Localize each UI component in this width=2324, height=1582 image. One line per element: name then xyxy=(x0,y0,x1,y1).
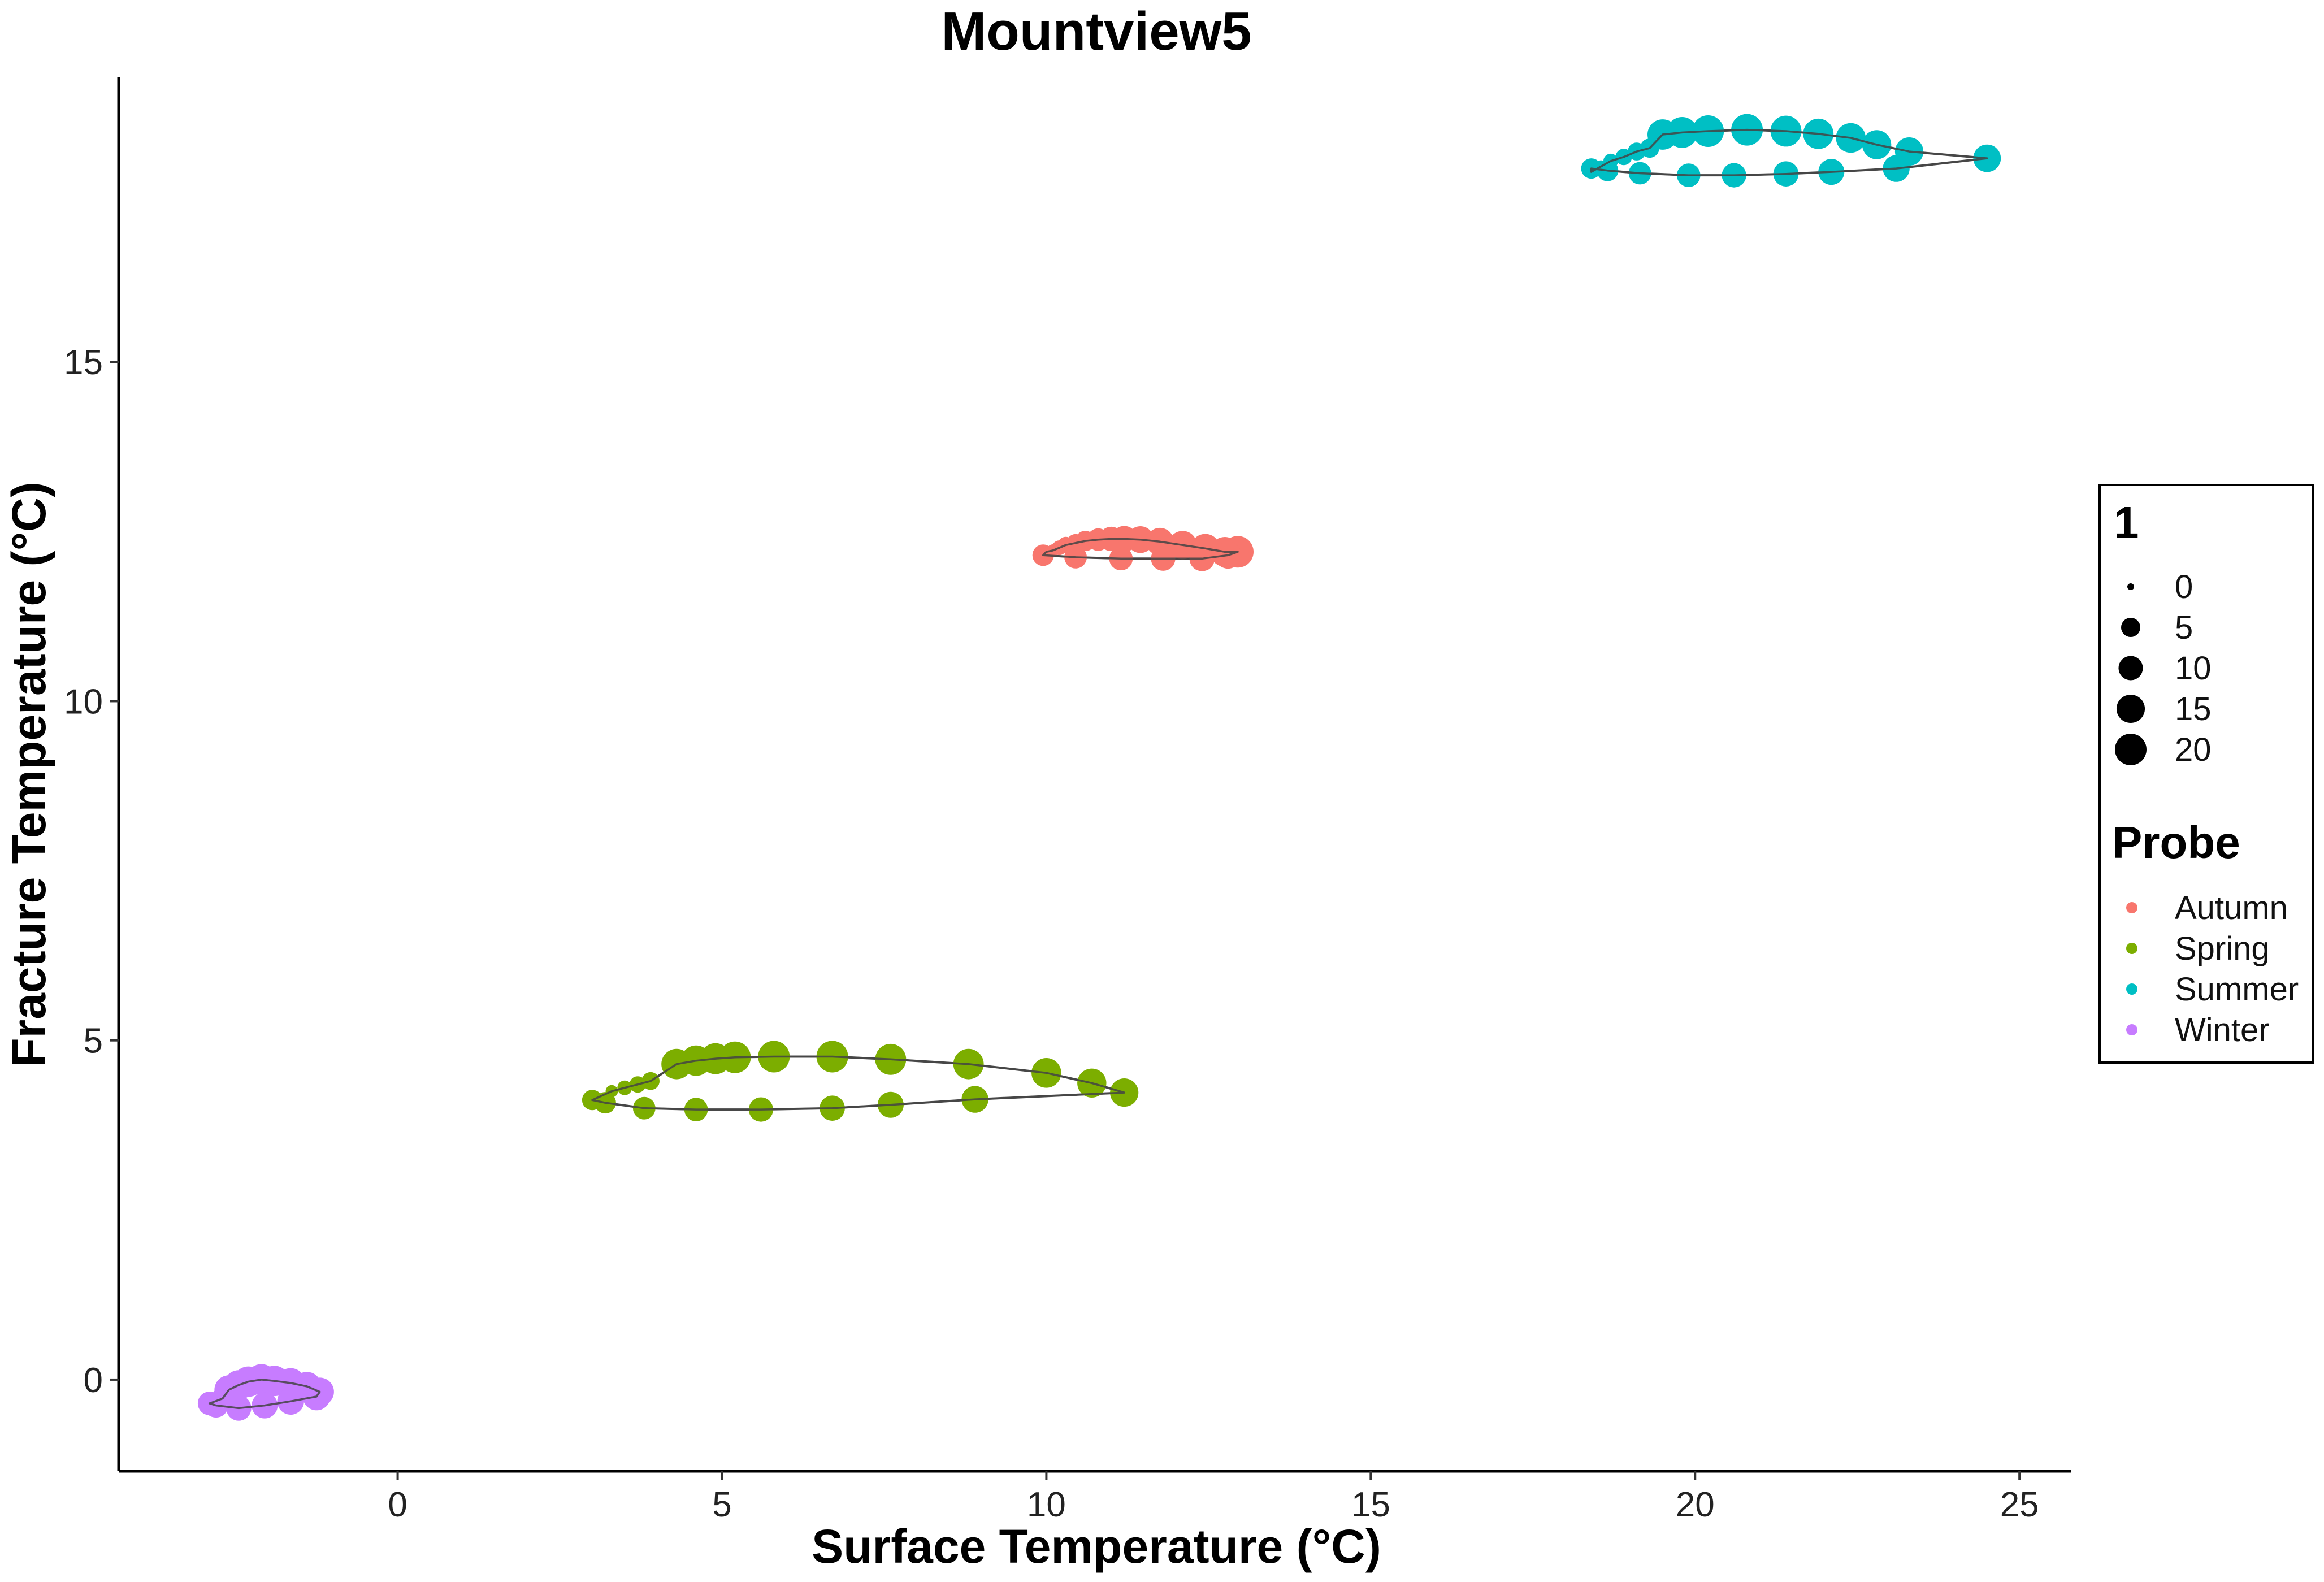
size-legend-title: 1 xyxy=(2114,497,2139,548)
x-tick-label: 20 xyxy=(1676,1485,1715,1524)
x-tick-label: 0 xyxy=(388,1485,407,1524)
legend-box xyxy=(2098,484,2314,1064)
y-axis-title: Fracture Temperature (°C) xyxy=(2,482,55,1067)
size-legend: 0 5 10 15 20 xyxy=(2115,569,2212,768)
data-points xyxy=(197,114,2001,1421)
y-axis-ticks: 0 5 10 15 xyxy=(64,343,119,1400)
loop-overlay-autumn xyxy=(1042,538,1239,560)
size-legend-label: 0 xyxy=(2175,569,2193,605)
y-tick-label: 15 xyxy=(64,343,103,382)
x-axis-title: Surface Temperature (°C) xyxy=(812,1520,1381,1573)
x-tick-label: 15 xyxy=(1351,1485,1390,1524)
legend: 1 0 5 10 15 20 Probe Autumn Spring Summer Winte… xyxy=(2098,484,2314,1064)
size-legend-label: 10 xyxy=(2175,650,2212,687)
y-tick-label: 5 xyxy=(84,1022,103,1061)
color-legend-key-winter xyxy=(2126,1024,2137,1035)
plot-panel xyxy=(197,114,2001,1421)
size-legend-key xyxy=(2118,656,2143,681)
color-legend: Autumn Spring Summer Winter xyxy=(2126,890,2299,1048)
loop-overlay-winter xyxy=(208,1379,321,1410)
size-legend-key xyxy=(2116,694,2145,723)
size-legend-key xyxy=(2115,734,2147,765)
color-legend-key-spring xyxy=(2126,943,2137,954)
chart-title: Mountview5 xyxy=(941,1,1251,62)
size-legend-label: 20 xyxy=(2175,731,2212,768)
loop-overlay-spring xyxy=(591,1055,1125,1111)
loop-paths xyxy=(208,128,1988,1410)
loop-overlay-summer xyxy=(1590,128,1988,176)
y-tick-label: 0 xyxy=(84,1361,103,1400)
y-tick-label: 10 xyxy=(64,682,103,721)
size-legend-key xyxy=(2127,583,2134,590)
color-legend-title: Probe xyxy=(2112,817,2240,868)
x-tick-label: 5 xyxy=(712,1485,731,1524)
x-tick-label: 10 xyxy=(1027,1485,1066,1524)
size-legend-label: 5 xyxy=(2175,609,2193,646)
x-axis-ticks: 0 5 10 15 20 25 xyxy=(388,1471,2039,1524)
size-legend-label: 15 xyxy=(2175,691,2212,727)
color-legend-label: Winter xyxy=(2175,1012,2270,1048)
color-legend-label: Summer xyxy=(2175,971,2299,1008)
color-legend-key-autumn xyxy=(2126,902,2137,913)
color-legend-label: Autumn xyxy=(2175,890,2288,926)
color-legend-label: Spring xyxy=(2175,930,2270,967)
x-tick-label: 25 xyxy=(2000,1485,2039,1524)
color-legend-key-summer xyxy=(2126,983,2137,995)
size-legend-key xyxy=(2121,618,2140,637)
